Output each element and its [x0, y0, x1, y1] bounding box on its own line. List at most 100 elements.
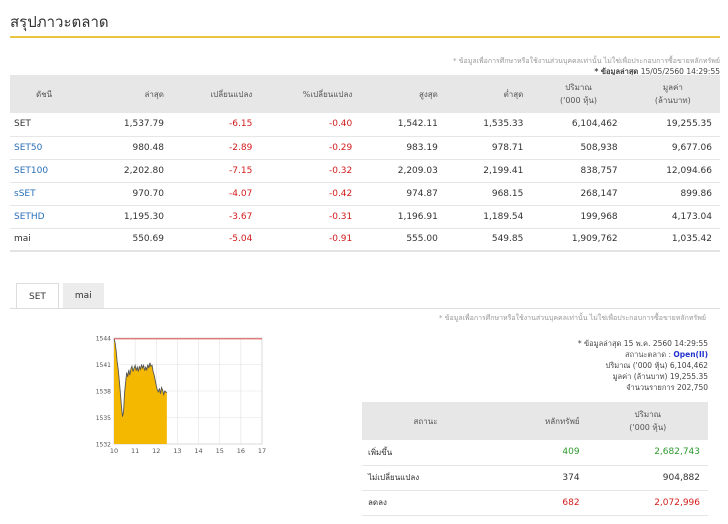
x-tick-label: 17 — [258, 447, 266, 455]
x-tick-label: 13 — [173, 447, 181, 455]
cell-high: 1,196.91 — [360, 205, 446, 229]
area-fill — [114, 338, 167, 444]
title-divider — [10, 36, 720, 38]
cell-change: -6.15 — [171, 113, 261, 137]
cell-last: 1,537.79 — [86, 113, 172, 137]
as-of-timestamp: * ข้อมูลล่าสุด 15/05/2560 14:29:55 — [594, 66, 720, 78]
cell-change: -5.04 — [171, 228, 261, 252]
cell-last: 550.69 — [86, 228, 172, 252]
index-link-sethd[interactable]: SETHD — [10, 205, 87, 229]
cell-low: 2,199.41 — [445, 159, 532, 183]
y-tick-label: 1532 — [96, 442, 111, 449]
as-of-label: * ข้อมูลล่าสุด — [594, 67, 639, 76]
cell-change: -4.07 — [171, 182, 261, 206]
cell-high: 555.00 — [360, 228, 446, 252]
advance-decline-header: สถานะ หลักทรัพย์ ปริมาณ ('000 หุ้น) — [362, 402, 708, 440]
market-info: * ข้อมูลล่าสุด 15 พ.ค. 2560 14:29:55 สถา… — [578, 338, 708, 393]
advance-decline-table: สถานะ หลักทรัพย์ ปริมาณ ('000 หุ้น) เพิ่… — [362, 402, 708, 516]
index-table-header: ดัชนี ล่าสุด เปลี่ยนแปลง %เปลี่ยนแปลง สู… — [10, 75, 720, 113]
col-low: ต่ำสุด — [445, 75, 532, 113]
cell-volume: 6,104,462 — [531, 113, 626, 137]
cell-pct-change: -0.32 — [260, 159, 361, 183]
market-status-value: Open(II) — [673, 350, 708, 359]
table-row: SET 1,537.79 -6.15 -0.40 1,542.11 1,535.… — [10, 113, 720, 137]
index-name-set: SET — [10, 113, 87, 137]
table-row: ไม่เปลี่ยนแปลง 374 904,882 — [362, 465, 708, 491]
cell-value: 1,035.42 — [625, 228, 720, 252]
table-row: SET100 2,202.80 -7.15 -0.32 2,209.03 2,1… — [10, 159, 720, 183]
status-decline: ลดลง — [362, 490, 490, 516]
y-tick-label: 1535 — [96, 415, 111, 422]
col-value: มูลค่า (ล้านบาท) — [625, 75, 720, 113]
cell-last: 970.70 — [86, 182, 172, 206]
x-tick-label: 14 — [194, 447, 202, 455]
cell-low: 1,535.33 — [445, 113, 532, 137]
cell-high: 983.19 — [360, 136, 446, 160]
cell-value: 19,255.35 — [625, 113, 720, 137]
cell-pct-change: -0.40 — [260, 113, 361, 137]
cell-change: -3.67 — [171, 205, 261, 229]
table-row: ลดลง 682 2,072,996 — [362, 490, 708, 516]
y-tick-label: 1544 — [96, 336, 111, 343]
cell-low: 978.71 — [445, 136, 532, 160]
cell-value: 12,094.66 — [625, 159, 720, 183]
col-high: สูงสุด — [360, 75, 446, 113]
cell-pct-change: -0.29 — [260, 136, 361, 160]
cell-volume: 2,072,996 — [587, 490, 708, 516]
cell-volume: 199,968 — [531, 205, 626, 229]
index-name-mai: mai — [10, 228, 87, 252]
cell-count: 409 — [489, 440, 588, 466]
x-tick-label: 11 — [131, 447, 139, 455]
status-advance: เพิ่มขึ้น — [362, 440, 490, 466]
x-tick-label: 15 — [216, 447, 224, 455]
page-title: สรุปภาวะตลาด — [10, 13, 109, 31]
y-tick-label: 1541 — [96, 362, 111, 369]
cell-last: 1,195.30 — [86, 205, 172, 229]
cell-value: 899.86 — [625, 182, 720, 206]
total-volume: ปริมาณ ('000 หุ้น) 6,104,462 — [605, 361, 708, 370]
table-row: เพิ่มขึ้น 409 2,682,743 — [362, 440, 708, 466]
cell-pct-change: -0.31 — [260, 205, 361, 229]
col-volume: ปริมาณ ('000 หุ้น) — [531, 75, 626, 113]
col-change: เปลี่ยนแปลง — [171, 75, 261, 113]
cell-volume: 268,147 — [531, 182, 626, 206]
summary-as-of: * ข้อมูลล่าสุด 15 พ.ค. 2560 14:29:55 — [577, 339, 708, 348]
cell-volume: 1,909,762 — [531, 228, 626, 252]
col-securities: หลักทรัพย์ — [489, 402, 588, 440]
cell-low: 1,189.54 — [445, 205, 532, 229]
index-link-set100[interactable]: SET100 — [10, 159, 87, 183]
as-of-value: 15/05/2560 14:29:55 — [640, 67, 720, 76]
total-value: มูลค่า (ล้านบาท) 19,255.35 — [612, 372, 708, 381]
table-row: mai 550.69 -5.04 -0.91 555.00 549.85 1,9… — [10, 228, 720, 252]
table-row: SETHD 1,195.30 -3.67 -0.31 1,196.91 1,18… — [10, 205, 720, 229]
summary-disclaimer: * ข้อมูลเพื่อการศึกษาหรือใช้งานส่วนบุคคล… — [439, 314, 706, 322]
index-link-set50[interactable]: SET50 — [10, 136, 87, 160]
cell-value: 9,677.06 — [625, 136, 720, 160]
cell-high: 1,542.11 — [360, 113, 446, 137]
tab-divider — [10, 308, 720, 309]
col-index: ดัชนี — [10, 75, 87, 113]
status-unchanged: ไม่เปลี่ยนแปลง — [362, 465, 490, 491]
cell-high: 2,209.03 — [360, 159, 446, 183]
col-volume: ปริมาณ ('000 หุ้น) — [587, 402, 708, 440]
cell-pct-change: -0.42 — [260, 182, 361, 206]
cell-change: -2.89 — [171, 136, 261, 160]
cell-change: -7.15 — [171, 159, 261, 183]
index-link-sset[interactable]: sSET — [10, 182, 87, 206]
x-tick-label: 10 — [110, 447, 118, 455]
cell-volume: 2,682,743 — [587, 440, 708, 466]
cell-volume: 904,882 — [587, 465, 708, 491]
market-tabs: SET mai — [16, 283, 104, 309]
y-tick-label: 1538 — [96, 389, 111, 396]
price-line — [113, 338, 168, 417]
cell-value: 4,173.04 — [625, 205, 720, 229]
cell-volume: 508,938 — [531, 136, 626, 160]
disclaimer-text: * ข้อมูลเพื่อการศึกษาหรือใช้งานส่วนบุคคล… — [453, 57, 720, 65]
tab-set[interactable]: SET — [16, 283, 59, 309]
tab-mai[interactable]: mai — [62, 283, 104, 309]
total-trades: จำนวนรายการ 202,750 — [626, 383, 708, 392]
intraday-index-chart: 1532 1535 1538 1541 1544 10 11 12 13 14 15 16 17 — [96, 336, 266, 456]
cell-last: 2,202.80 — [86, 159, 172, 183]
table-row: SET50 980.48 -2.89 -0.29 983.19 978.71 5… — [10, 136, 720, 160]
cell-last: 980.48 — [86, 136, 172, 160]
